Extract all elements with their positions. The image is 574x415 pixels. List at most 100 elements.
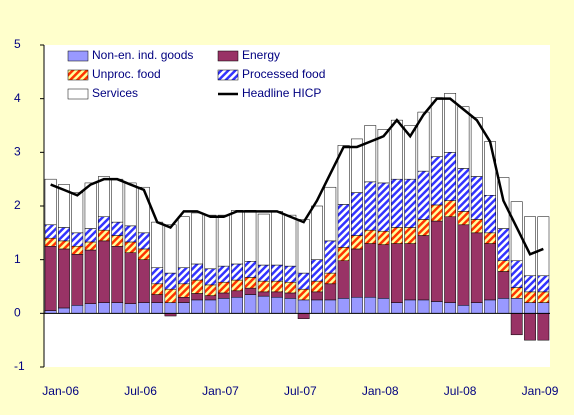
y-tick-label: 3: [14, 145, 21, 159]
bar-segment: [297, 313, 310, 319]
bar-segment: [164, 224, 177, 274]
bar-segment: [137, 248, 150, 260]
bar-segment: [244, 261, 257, 278]
bar-segment: [524, 216, 536, 277]
bar-segment: [71, 254, 84, 306]
bar-segment: [351, 235, 363, 250]
bar-segment: [404, 227, 417, 244]
bar-segment: [377, 298, 390, 314]
bar-segment: [417, 219, 430, 236]
bar-segment: [217, 298, 230, 314]
bar-segment: [417, 111, 430, 172]
bar-segment: [271, 280, 283, 293]
bar-segment: [324, 299, 337, 314]
bar-segment: [404, 125, 417, 180]
bar-segment: [257, 280, 270, 293]
bar-segment: [351, 138, 363, 193]
bar-segment: [271, 264, 283, 282]
bar-segment: [217, 265, 230, 283]
bar-segment: [284, 298, 297, 314]
bar-segment: [377, 230, 390, 245]
bar-segment: [497, 260, 510, 272]
x-tick-label: Jan-08: [362, 384, 399, 398]
bar-segment: [324, 240, 337, 274]
bar-segment: [311, 280, 323, 293]
x-tick-label: Jul-08: [444, 384, 477, 398]
bar-segment: [390, 119, 403, 180]
bar-segment: [191, 263, 204, 281]
bar-segment: [510, 287, 523, 299]
bar-segment: [311, 259, 323, 282]
legend-label: Processed food: [242, 67, 325, 81]
bar-segment: [231, 290, 243, 298]
legend-swatch: [67, 69, 89, 81]
legend-label: Services: [92, 86, 138, 100]
bar-segment: [430, 97, 443, 157]
y-tick-label: 2: [14, 198, 21, 212]
bar-segment: [164, 288, 177, 303]
bar-segment: [351, 192, 363, 236]
bar-segment: [71, 192, 84, 234]
bar-segment: [364, 243, 377, 298]
bar-segment: [404, 243, 417, 301]
legend-label: Headline HICP: [242, 86, 321, 100]
y-tick-label: 1: [14, 252, 21, 266]
bar-segment: [444, 152, 457, 201]
bar-segment: [417, 299, 430, 314]
bar-segment: [204, 284, 217, 296]
bar-segment: [364, 229, 377, 244]
bar-segment: [444, 216, 457, 303]
bar-segment: [98, 229, 110, 242]
bar-segment: [537, 275, 550, 293]
bar-segment: [84, 249, 97, 304]
bar-segment: [484, 141, 496, 196]
bar-segment: [364, 125, 377, 183]
bar-segment: [84, 241, 97, 251]
bar-segment: [191, 293, 204, 301]
x-tick-label: Jul-07: [284, 384, 317, 398]
y-tick-label: -1: [14, 359, 25, 373]
bar-segment: [137, 302, 150, 314]
bar-segment: [510, 260, 523, 288]
bar-segment: [204, 295, 217, 301]
bar-segment: [311, 291, 323, 301]
bar-segment: [390, 302, 403, 314]
legend-swatch: [217, 69, 239, 81]
bar-segment: [137, 259, 150, 303]
bar-segment: [297, 219, 310, 274]
bar-segment: [191, 279, 204, 294]
bar-segment: [111, 178, 124, 223]
bar-segment: [44, 246, 57, 311]
bar-segment: [137, 186, 150, 234]
bar-segment: [457, 305, 470, 314]
bar-segment: [524, 313, 536, 341]
bar-segment: [457, 224, 470, 306]
bar-segment: [284, 265, 297, 283]
line: [50, 97, 544, 256]
bar-segment: [71, 246, 84, 255]
bar-segment: [98, 176, 110, 217]
bar-segment: [257, 291, 270, 297]
bar-segment: [204, 299, 217, 314]
bar-segment: [497, 271, 510, 299]
bar-segment: [430, 301, 443, 314]
bar-segment: [311, 299, 323, 314]
bar-segment: [244, 277, 257, 289]
bar-segment: [204, 214, 217, 270]
bar-segment: [324, 272, 337, 285]
bar-segment: [497, 298, 510, 314]
bar-segment: [217, 281, 230, 294]
bar-segment: [44, 224, 57, 239]
bar-segment: [124, 241, 137, 253]
bar-segment: [231, 210, 243, 265]
bar-segment: [470, 219, 483, 234]
bar-segment: [444, 200, 457, 217]
bar-segment: [217, 292, 230, 299]
x-tick-label: Jul-06: [124, 384, 157, 398]
bar-segment: [231, 263, 243, 281]
bar-segment: [457, 106, 470, 169]
bar-segment: [164, 272, 177, 290]
bar-segment: [364, 181, 377, 231]
bar-segment: [151, 294, 164, 303]
